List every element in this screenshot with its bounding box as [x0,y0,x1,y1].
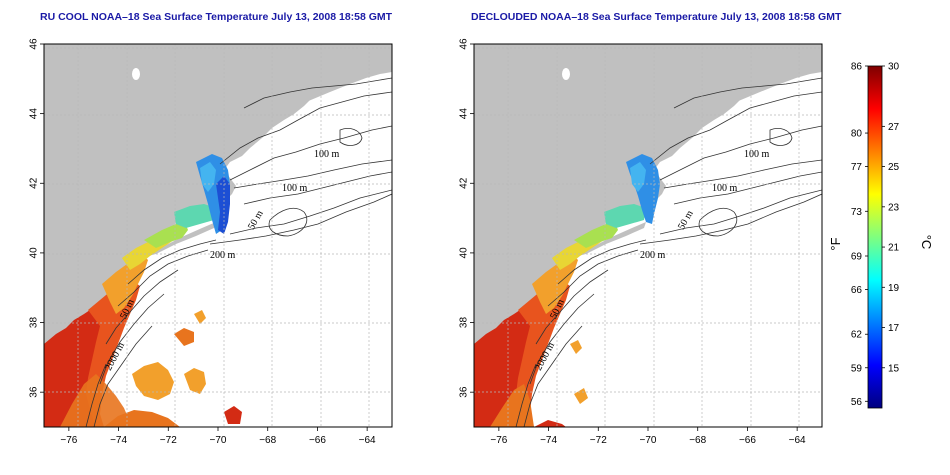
land-mass [474,44,822,427]
fahrenheit-tick-label: 59 [851,363,863,374]
lon-tick-label: −74 [540,435,557,446]
land-mass [44,44,392,427]
fahrenheit-tick-label: 73 [851,207,863,218]
map-panel-declouded: 100 m 100 m 50 m 200 m 50 m 2000 m −76 −7… [459,38,823,446]
lat-tick-label: 46 [29,38,40,50]
lat-tick-label: 46 [459,38,470,50]
lat-tick-label: 38 [459,317,470,329]
lat-tick-label: 42 [459,177,470,189]
celsius-tick-label: 19 [888,283,900,294]
lat-axis: 46 44 42 40 38 36 [29,38,44,398]
lat-tick-label: 42 [29,177,40,189]
fahrenheit-scale: 86 80 77 73 69 66 62 59 56 [851,62,868,408]
fahrenheit-tick-label: 86 [851,62,863,73]
fahrenheit-tick-label: 69 [851,252,863,263]
map-panel-raw: 100 m 100 m 50 m 200 m 50 m 2000 m −76 −7… [29,38,393,446]
fahrenheit-tick-label: 62 [851,330,863,341]
fahrenheit-unit-label: °F [828,237,843,250]
lat-tick-label: 44 [459,108,470,120]
graticule [44,44,392,427]
lake [132,68,140,80]
contour-label-200m: 200 m [640,250,666,261]
land-nova-scotia [714,56,822,114]
contour-label-100m-a: 100 m [744,149,770,160]
celsius-unit-label: °C [919,235,934,250]
fahrenheit-tick-label: 56 [851,397,863,408]
celsius-tick-label: 25 [888,162,900,173]
panel-title-raw: RU COOL NOAA–18 Sea Surface Temperature … [40,11,393,23]
graticule [474,44,822,427]
lat-axis: 46 44 42 40 38 36 [459,38,474,398]
panel-title-declouded: DECLOUDED NOAA–18 Sea Surface Temperatur… [471,11,842,23]
fahrenheit-tick-label: 77 [851,162,863,173]
celsius-tick-label: 23 [888,202,900,213]
lon-tick-label: −76 [60,435,77,446]
fahrenheit-tick-label: 80 [851,129,863,140]
celsius-scale: 30 27 25 23 21 19 17 15 [882,62,900,374]
lat-tick-label: 36 [29,386,40,398]
colorbar: 86 80 77 73 69 66 62 59 56 30 27 25 23 21 19 17 15 °F °… [828,62,934,409]
lat-tick-label: 38 [29,317,40,329]
lon-tick-label: −70 [210,435,227,446]
celsius-tick-label: 21 [888,243,900,254]
land-nova-scotia [284,56,392,114]
celsius-tick-label: 15 [888,363,900,374]
lon-tick-label: −76 [490,435,507,446]
lake [562,68,570,80]
lon-axis: −76 −74 −72 −70 −68 −66 −64 [490,427,806,446]
celsius-tick-label: 17 [888,323,900,334]
fahrenheit-tick-label: 66 [851,285,863,296]
lon-tick-label: −68 [259,435,276,446]
lon-tick-label: −66 [309,435,326,446]
contour-label-100m-a: 100 m [314,149,340,160]
lon-tick-label: −70 [640,435,657,446]
celsius-tick-label: 30 [888,62,900,73]
lon-tick-label: −64 [789,435,806,446]
lon-tick-label: −72 [590,435,607,446]
lat-tick-label: 40 [29,247,40,259]
lon-tick-label: −72 [160,435,177,446]
lon-tick-label: −66 [739,435,756,446]
contour-label-100m-b: 100 m [712,183,738,194]
lat-tick-label: 44 [29,108,40,120]
lon-axis: −76 −74 −72 −70 −68 −66 −64 [60,427,376,446]
contour-label-200m: 200 m [210,250,236,261]
lon-tick-label: −74 [110,435,127,446]
lat-tick-label: 40 [459,247,470,259]
lon-tick-label: −68 [689,435,706,446]
colorbar-strip [867,65,883,409]
lat-tick-label: 36 [459,386,470,398]
contour-label-100m-b: 100 m [282,183,308,194]
lon-tick-label: −64 [359,435,376,446]
celsius-tick-label: 27 [888,122,900,133]
